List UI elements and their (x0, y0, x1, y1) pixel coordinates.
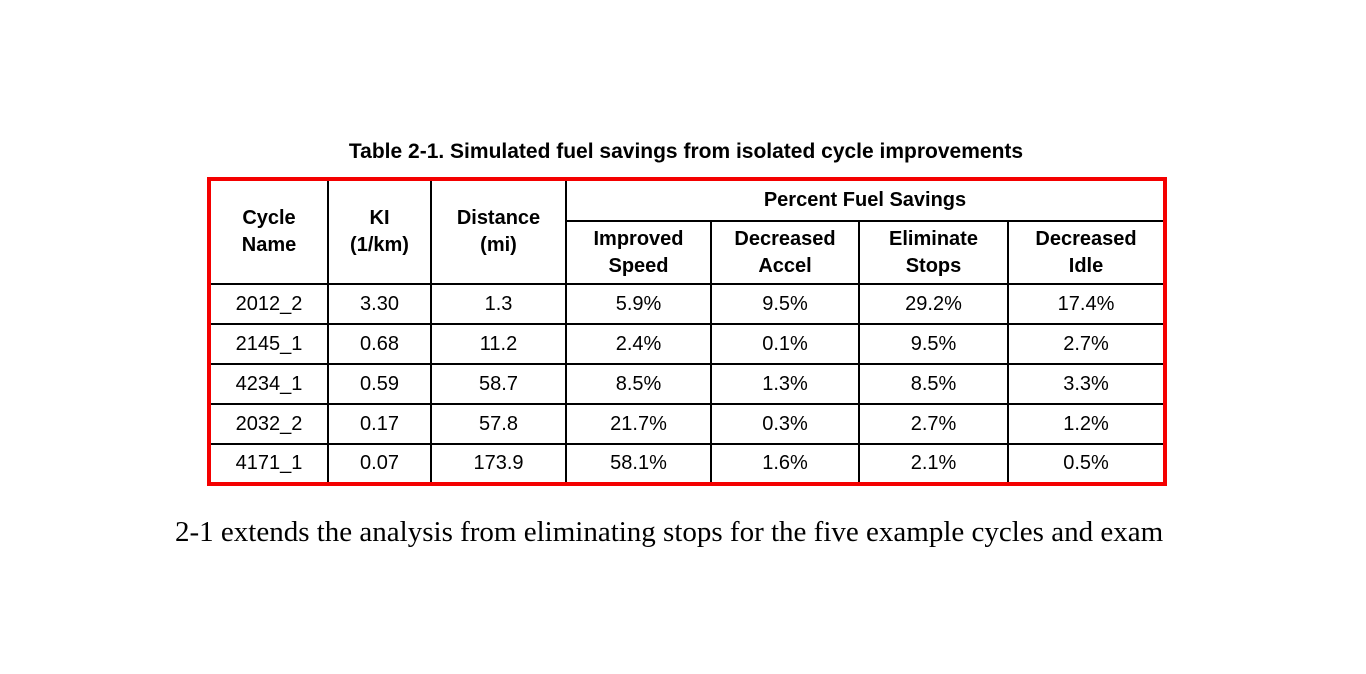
body-text-fragment: 2-1 extends the analysis from eliminatin… (175, 516, 1164, 548)
column-header-decreased-accel: Decreased Accel (710, 220, 860, 285)
cell-decreased-idle: 2.7% (1007, 323, 1166, 365)
column-header-distance: Distance (mi) (430, 178, 567, 285)
cell-ki: 0.17 (327, 403, 432, 445)
fuel-savings-table: Cycle Name KI (1/km) Distance (mi) Perce… (207, 177, 1167, 486)
table-row: 2012_2 3.30 1.3 5.9% 9.5% 29.2% 17.4% (208, 283, 1166, 325)
cell-eliminate-stops: 2.1% (858, 443, 1009, 485)
cell-improved-speed: 5.9% (565, 283, 712, 325)
column-header-cycle-name: Cycle Name (208, 178, 329, 285)
cell-improved-speed: 21.7% (565, 403, 712, 445)
cell-improved-speed: 8.5% (565, 363, 712, 405)
cell-decreased-accel: 1.3% (710, 363, 860, 405)
cell-eliminate-stops: 8.5% (858, 363, 1009, 405)
cell-cycle-name: 2012_2 (208, 283, 329, 325)
cell-decreased-accel: 0.3% (710, 403, 860, 445)
table-caption: Table 2-1. Simulated fuel savings from i… (348, 140, 1024, 163)
table-row: 2032_2 0.17 57.8 21.7% 0.3% 2.7% 1.2% (208, 403, 1166, 445)
cell-eliminate-stops: 29.2% (858, 283, 1009, 325)
column-header-eliminate-stops: Eliminate Stops (858, 220, 1009, 285)
column-header-improved-speed: Improved Speed (565, 220, 712, 285)
group-header-percent-fuel-savings: Percent Fuel Savings (565, 178, 1166, 222)
cell-distance: 173.9 (430, 443, 567, 485)
cell-ki: 0.07 (327, 443, 432, 485)
table-row: 4171_1 0.07 173.9 58.1% 1.6% 2.1% 0.5% (208, 443, 1166, 485)
cell-decreased-idle: 17.4% (1007, 283, 1166, 325)
cell-eliminate-stops: 2.7% (858, 403, 1009, 445)
cell-cycle-name: 4234_1 (208, 363, 329, 405)
cell-decreased-idle: 3.3% (1007, 363, 1166, 405)
cell-distance: 1.3 (430, 283, 567, 325)
cell-decreased-accel: 0.1% (710, 323, 860, 365)
cell-improved-speed: 58.1% (565, 443, 712, 485)
table-row: 4234_1 0.59 58.7 8.5% 1.3% 8.5% 3.3% (208, 363, 1166, 405)
cell-cycle-name: 2032_2 (208, 403, 329, 445)
cell-cycle-name: 2145_1 (208, 323, 329, 365)
cell-decreased-idle: 0.5% (1007, 443, 1166, 485)
table-row: 2145_1 0.68 11.2 2.4% 0.1% 9.5% 2.7% (208, 323, 1166, 365)
cell-distance: 57.8 (430, 403, 567, 445)
cell-eliminate-stops: 9.5% (858, 323, 1009, 365)
cell-decreased-accel: 9.5% (710, 283, 860, 325)
cell-distance: 11.2 (430, 323, 567, 365)
header-row-group: Cycle Name KI (1/km) Distance (mi) Perce… (208, 178, 1166, 285)
column-header-ki: KI (1/km) (327, 178, 432, 285)
cell-ki: 3.30 (327, 283, 432, 325)
cell-cycle-name: 4171_1 (208, 443, 329, 485)
column-header-decreased-idle: Decreased Idle (1007, 220, 1166, 285)
cell-distance: 58.7 (430, 363, 567, 405)
cell-improved-speed: 2.4% (565, 323, 712, 365)
cell-decreased-accel: 1.6% (710, 443, 860, 485)
cell-ki: 0.59 (327, 363, 432, 405)
cell-ki: 0.68 (327, 323, 432, 365)
header-row-sub: Improved Speed Decreased Accel Eliminate… (209, 220, 1166, 285)
cell-decreased-idle: 1.2% (1007, 403, 1166, 445)
